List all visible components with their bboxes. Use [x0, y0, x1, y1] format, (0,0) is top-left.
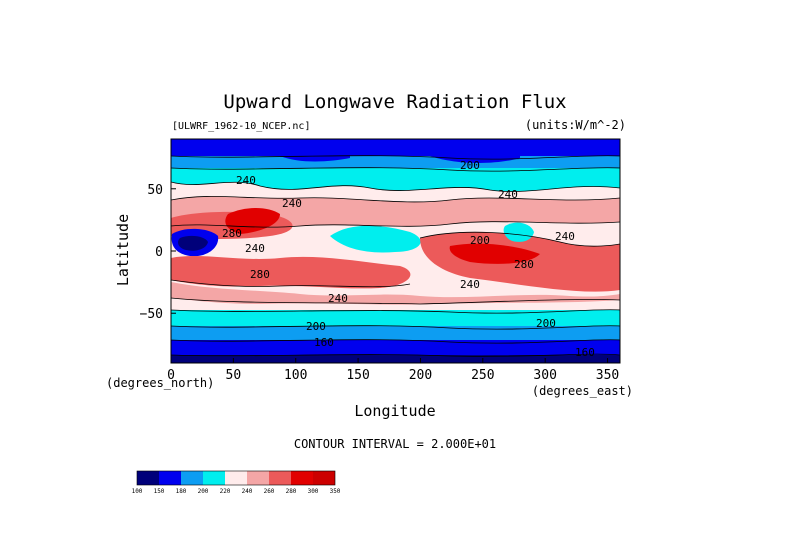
y-axis-ticks: 50 0 −50 [140, 183, 176, 322]
y-tick-label: 50 [147, 183, 163, 198]
contour-label: 200 [470, 234, 490, 247]
contour-label: 200 [306, 320, 326, 333]
colorbar-swatch [225, 471, 247, 485]
colorbar-swatch [313, 471, 335, 485]
units-label: (units:W/m^-2) [525, 118, 626, 132]
x-tick-label: 350 [596, 368, 619, 383]
pacific-red-core [449, 243, 540, 264]
colorbar-level-label: 280 [286, 488, 297, 495]
colorbar-level-label: 150 [154, 488, 165, 495]
contour-label: 240 [236, 174, 256, 187]
band-north-polar [171, 139, 620, 156]
x-axis-title: Longitude [354, 402, 435, 420]
colorbar-level-label: 180 [176, 488, 187, 495]
contour-label: 240 [282, 197, 302, 210]
chart-title: Upward Longwave Radiation Flux [223, 91, 566, 113]
north-cyan-edge [171, 178, 620, 192]
contour-label: 200 [460, 159, 480, 172]
colorbar-level-label: 240 [242, 488, 253, 495]
contour-label: 200 [536, 317, 556, 330]
x-tick-label: 50 [226, 368, 242, 383]
colorbar-level-label: 350 [330, 488, 341, 495]
x-tick-label: 200 [409, 368, 432, 383]
contour-label: 240 [555, 230, 575, 243]
source-file-label: [ULWRF_1962-10_NCEP.nc] [172, 121, 310, 132]
contour-labels: 200 240 240 280 240 280 240 200 160 200 … [222, 159, 595, 359]
tropical-cyan-pool [330, 225, 421, 253]
colorbar-outline [136, 470, 336, 486]
colorbar-level-label: 100 [132, 488, 143, 495]
band-south-cyan [171, 310, 620, 326]
x-axis-ticks: 0 50 100 150 200 250 300 350 [167, 358, 619, 383]
contour-label: 280 [250, 268, 270, 281]
y-tick-label: 0 [155, 245, 163, 260]
x-tick-label: 300 [533, 368, 556, 383]
y-tick-label: −50 [140, 307, 163, 322]
colorbar: 100 150 180 200 220 240 260 280 300 350 [132, 470, 341, 495]
colorbar-level-label: 300 [308, 488, 319, 495]
y-axis-unit-note: (degrees_north) [106, 376, 214, 390]
colorbar-level-label: 200 [198, 488, 209, 495]
colorbar-level-label: 220 [220, 488, 231, 495]
x-tick-label: 100 [284, 368, 307, 383]
band-south-subpolar [171, 326, 620, 340]
contour-label: 240 [460, 278, 480, 291]
contour-label: 240 [245, 242, 265, 255]
x-tick-label: 0 [167, 368, 175, 383]
contour-label: 160 [575, 346, 595, 359]
colorbar-swatch [247, 471, 269, 485]
contour-label: 280 [514, 258, 534, 271]
contour-label: 240 [498, 188, 518, 201]
x-tick-label: 150 [346, 368, 369, 383]
west-dark-core [178, 235, 208, 251]
contour-interval-text: CONTOUR INTERVAL = 2.000E+01 [294, 437, 496, 451]
africa-red-core [225, 208, 280, 234]
y-axis-title: Latitude [114, 214, 132, 286]
south-pink-band [171, 282, 620, 305]
band-south-polar [171, 340, 620, 355]
south-red-band [171, 256, 411, 289]
colorbar-swatch [203, 471, 225, 485]
colorbar-swatch [269, 471, 291, 485]
colorbar-swatch [137, 471, 159, 485]
contour-label: 240 [328, 292, 348, 305]
colorbar-swatch [159, 471, 181, 485]
x-axis-unit-note: (degrees_east) [532, 384, 633, 398]
contour-label: 280 [222, 227, 242, 240]
contour-label: 160 [314, 336, 334, 349]
colorbar-swatch [291, 471, 313, 485]
map-field: 200 240 240 280 240 280 240 200 160 200 … [171, 139, 620, 363]
x-tick-label: 250 [471, 368, 494, 383]
contour-lines [171, 155, 620, 357]
band-south-pole [171, 355, 620, 363]
east-cyan-blob [503, 222, 534, 242]
colorbar-level-label: 260 [264, 488, 275, 495]
colorbar-swatch [181, 471, 203, 485]
